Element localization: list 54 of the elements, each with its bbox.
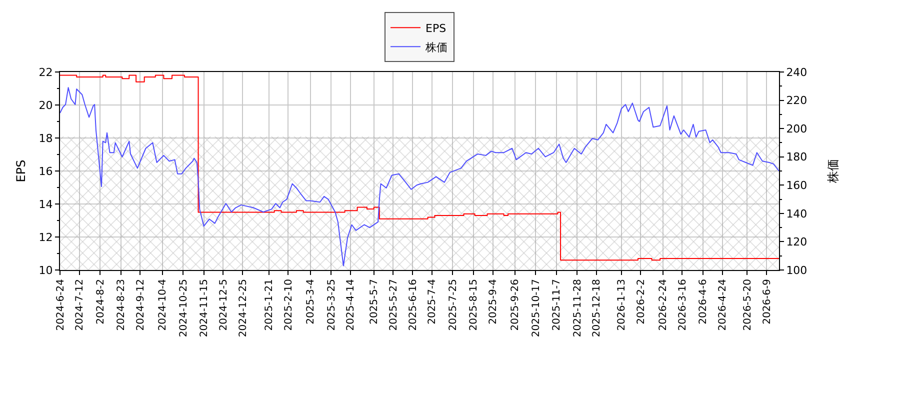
- x-tick-label: 2026-2-24: [658, 279, 670, 331]
- y-tick-label: 16: [38, 164, 53, 178]
- x-tick-label: 2024-12-5: [218, 279, 230, 331]
- x-tick-label: 2026-4-6: [698, 279, 710, 324]
- x-tick-label: 2025-3-25: [326, 279, 338, 331]
- x-tick-label: 2024-6-24: [55, 279, 66, 331]
- x-tick-label: 2024-7-12: [74, 279, 86, 331]
- x-tick-label: 2025-1-21: [264, 279, 276, 331]
- x-tick-label: 2025-2-10: [283, 279, 294, 331]
- y2-tick-label: 140: [786, 207, 808, 220]
- x-tick-label: 2025-10-17: [530, 279, 542, 338]
- legend-label: 株価: [424, 40, 448, 54]
- y2-tick-label: 160: [786, 178, 808, 192]
- x-tick-label: 2025-3-4: [306, 279, 317, 324]
- x-tick-label: 2024-8-2: [95, 279, 106, 324]
- x-tick-label: 2025-6-16: [408, 279, 419, 331]
- y-tick-label: 20: [38, 98, 53, 112]
- x-tick-label: 2025-9-4: [488, 279, 500, 324]
- x-tick-label: 2025-5-7: [369, 279, 380, 324]
- x-tick-label: 2025-8-15: [468, 279, 480, 331]
- x-tick-label: 2024-11-15: [199, 279, 210, 338]
- x-tick-label: 2025-9-26: [510, 279, 522, 331]
- x-tick-label: 2024-9-12: [135, 279, 146, 331]
- y-tick-label: 22: [38, 66, 53, 79]
- y-tick-label: 12: [38, 230, 53, 244]
- x-tick-label: 2025-7-25: [448, 279, 459, 331]
- x-tick-label: 2025-12-18: [592, 279, 603, 338]
- x-tick-label: 2025-7-4: [427, 279, 438, 324]
- y2-tick-label: 100: [786, 264, 808, 277]
- x-tick-label: 2026-4-24: [718, 279, 729, 331]
- x-tick-label: 2024-10-25: [178, 279, 190, 338]
- x-tick-label: 2026-2-2: [636, 279, 647, 324]
- x-tick-label: 2026-3-16: [677, 279, 688, 331]
- x-tick-label: 2026-5-20: [742, 279, 754, 331]
- y2-tick-label: 200: [786, 122, 808, 136]
- y-tick-label: 18: [38, 132, 53, 145]
- y2-tick-label: 120: [786, 236, 808, 249]
- y-tick-label: 14: [38, 198, 53, 211]
- x-tick-label: 2024-8-23: [116, 279, 128, 331]
- x-tick-label: 2026-1-13: [616, 279, 628, 331]
- x-tick-label: 2025-11-7: [552, 279, 563, 331]
- x-tick-label: 2025-4-14: [346, 279, 357, 331]
- y-axis-title: EPS: [14, 160, 28, 182]
- y2-axis-title: 株価: [826, 159, 840, 184]
- x-tick-label: 2025-11-28: [572, 279, 584, 338]
- x-tick-label: 2026-6-9: [762, 279, 773, 324]
- y2-tick-label: 220: [786, 94, 808, 108]
- legend-label: EPS: [426, 22, 446, 35]
- y2-tick-label: 240: [786, 66, 808, 79]
- x-tick-label: 2024-12-25: [238, 279, 249, 338]
- x-tick-label: 2024-10-4: [158, 279, 169, 331]
- y2-tick-label: 180: [786, 150, 808, 164]
- x-tick-label: 2025-5-27: [388, 279, 400, 331]
- y-tick-label: 10: [38, 264, 53, 277]
